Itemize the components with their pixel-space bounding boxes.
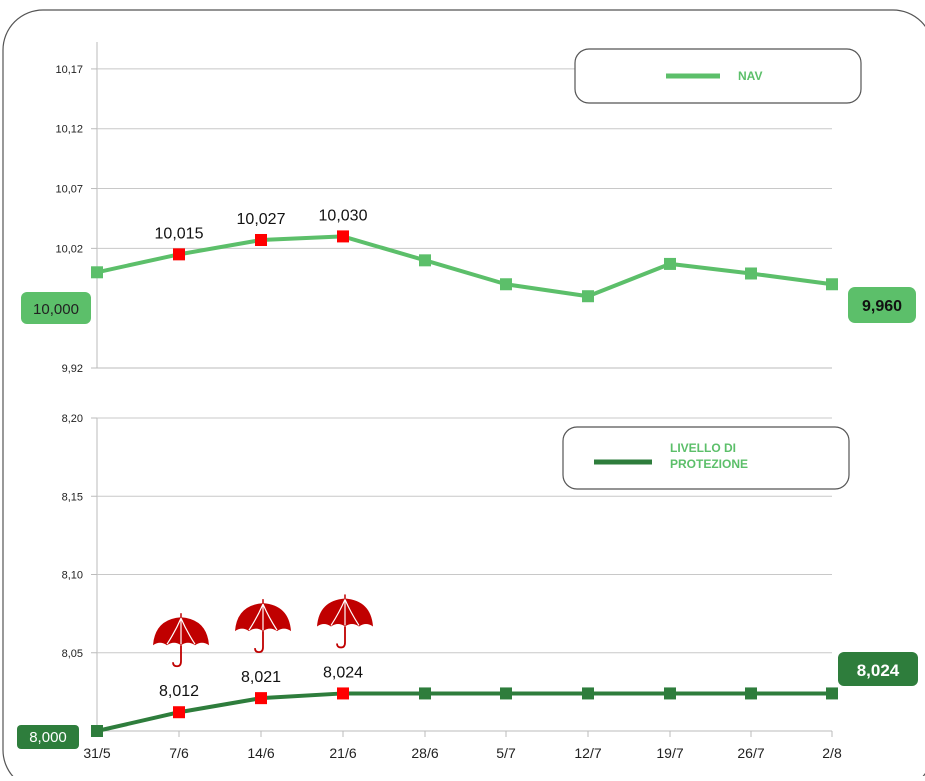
nav-chart: 9,92 10,02 10,07 10,12 10,17 10,015 10,027 10,…	[21, 42, 916, 375]
end-badge-value: 9,960	[862, 298, 902, 315]
data-point-highlighted	[173, 706, 185, 719]
umbrella-icon	[317, 594, 373, 649]
x-tick-label: 19/7	[656, 745, 683, 761]
start-badge-value: 10,000	[33, 301, 79, 318]
x-tick-label: 2/8	[822, 745, 842, 761]
data-point	[582, 687, 594, 700]
x-tick-label: 28/6	[411, 745, 438, 761]
data-point	[826, 687, 838, 700]
end-badge: 9,960	[848, 287, 916, 323]
data-point-highlighted	[337, 687, 349, 700]
data-label: 10,027	[237, 211, 286, 228]
legend-box	[562, 426, 850, 490]
data-label: 10,015	[155, 225, 204, 242]
end-badge-box	[838, 652, 918, 686]
outer-border	[2, 9, 925, 781]
y-tick-label: 10,07	[55, 184, 83, 196]
nav-series-line	[96, 234, 833, 299]
y-tick-label: 8,20	[62, 413, 83, 425]
x-tick-label: 7/6	[169, 745, 189, 761]
data-label: 8,012	[159, 683, 199, 700]
x-tick-label: 31/5	[83, 745, 110, 761]
data-point-highlighted	[173, 248, 185, 261]
x-tick-label: 14/6	[247, 745, 274, 761]
data-point	[500, 278, 512, 291]
x-tick-label: 21/6	[329, 745, 356, 761]
umbrella-icon	[153, 613, 209, 668]
data-point	[91, 266, 103, 279]
data-label: 8,024	[323, 664, 363, 681]
start-badge-value: 8,000	[29, 729, 67, 746]
data-point-highlighted	[337, 230, 349, 243]
legend-label-protection: LIVELLO DI PROTEZIONE	[670, 441, 748, 471]
y-tick-label: 10,02	[55, 243, 83, 255]
legend-label-nav: NAV	[738, 69, 762, 83]
y-tick-label: 8,15	[62, 491, 83, 503]
x-tick-label: 12/7	[574, 745, 601, 761]
data-label: 8,021	[241, 669, 281, 686]
start-badge-box	[17, 725, 79, 749]
data-point	[419, 254, 431, 267]
data-label: 10,030	[319, 207, 368, 224]
data-point	[664, 687, 676, 700]
start-badge-box	[21, 292, 91, 324]
end-badge-box	[848, 287, 916, 323]
y-tick-label: 8,05	[62, 648, 83, 660]
start-badge: 10,000	[21, 292, 91, 324]
data-point-highlighted	[255, 233, 267, 246]
protection-chart: 8,05 8,10 8,15 8,20 31/5 7/6 14/6 21/6 28/6 5/7 1…	[17, 413, 918, 761]
data-point	[91, 725, 103, 737]
data-point	[500, 687, 512, 700]
x-tick-label: 26/7	[737, 745, 764, 761]
x-tick-label: 5/7	[496, 745, 516, 761]
protection-series-line	[96, 691, 832, 733]
y-tick-label: 8,10	[62, 570, 83, 582]
protection-legend: LIVELLO DI PROTEZIONE	[562, 426, 850, 490]
data-point-highlighted	[255, 692, 267, 705]
end-badge: 8,024	[838, 652, 918, 686]
data-point	[745, 687, 757, 700]
umbrella-icon	[235, 599, 291, 654]
data-point	[419, 687, 431, 700]
y-tick-label: 10,12	[55, 124, 83, 136]
start-badge: 8,000	[17, 725, 79, 749]
y-tick-label: 9,92	[62, 363, 83, 375]
data-point	[582, 290, 594, 303]
end-badge-value: 8,024	[857, 661, 900, 680]
nav-legend: NAV	[574, 48, 862, 104]
data-point	[745, 267, 757, 280]
y-tick-label: 10,17	[55, 64, 83, 76]
data-point	[826, 278, 838, 291]
data-point	[664, 257, 676, 270]
